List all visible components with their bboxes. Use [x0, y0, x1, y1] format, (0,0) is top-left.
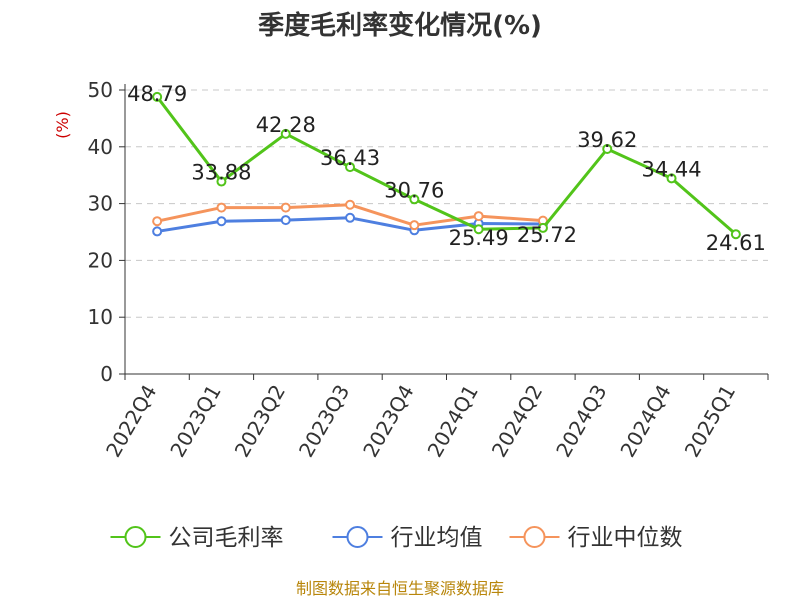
- data-label: 42.28: [256, 113, 316, 137]
- data-point-0: [216, 176, 227, 187]
- legend-marker-2: [523, 526, 546, 548]
- grid-layer: [125, 89, 768, 318]
- series-layer: [152, 91, 741, 240]
- data-point-1: [216, 216, 227, 227]
- x-tick-label: 2023Q1: [165, 381, 225, 462]
- data-point-0: [152, 91, 163, 102]
- legend-label-2: 行业中位数: [568, 525, 683, 551]
- x-tick-label: 2025Q1: [680, 381, 740, 462]
- data-label: 24.61: [706, 231, 766, 255]
- data-point-1: [152, 226, 163, 237]
- data-point-2: [409, 220, 420, 231]
- data-point-2: [280, 202, 291, 213]
- x-tick-label: 2023Q2: [230, 381, 290, 462]
- data-point-2: [152, 216, 163, 227]
- y-tick-label: 30: [88, 192, 113, 216]
- data-point-1: [280, 215, 291, 226]
- y-axis-label: (%): [53, 111, 72, 139]
- data-label: 48.79: [127, 82, 187, 106]
- data-point-0: [602, 143, 613, 154]
- data-label: 33.88: [191, 161, 251, 185]
- series-line-0: [155, 95, 737, 236]
- data-point-0: [730, 229, 741, 240]
- x-tick-label: 2023Q4: [358, 381, 418, 462]
- legend-marker-0: [124, 526, 147, 548]
- data-point-0: [473, 224, 484, 235]
- x-tick-label: 2024Q3: [551, 381, 611, 462]
- legend-label-1: 行业均值: [391, 525, 483, 551]
- data-point-2: [345, 199, 356, 210]
- data-label: 30.76: [384, 178, 444, 202]
- x-tick-label: 2024Q1: [423, 381, 483, 462]
- x-tick-label: 2024Q2: [487, 381, 547, 462]
- data-point-2: [473, 211, 484, 222]
- data-label: 25.72: [517, 223, 577, 247]
- data-point-0: [280, 128, 291, 139]
- data-label: 36.43: [320, 146, 380, 170]
- chart-title: 季度毛利率变化情况(%): [258, 10, 542, 41]
- legend: 公司毛利率 行业均值 行业中位数: [110, 525, 683, 551]
- axis-layer: 0 10 20 30 40 50 2022Q4 2023Q1 2023Q2 2023Q3 2023Q…: [88, 78, 769, 462]
- data-label: 25.49: [449, 226, 509, 250]
- source-note: 制图数据来自恒生聚源数据库: [296, 579, 504, 598]
- x-tick-label: 2023Q3: [294, 381, 354, 462]
- legend-marker-1: [346, 526, 369, 548]
- x-tick-label: 2024Q4: [615, 381, 675, 462]
- data-point-2: [216, 202, 227, 213]
- legend-label-0: 公司毛利率: [169, 525, 284, 551]
- data-point-0: [345, 162, 356, 173]
- y-tick-label: 40: [88, 135, 113, 159]
- data-point-0: [409, 194, 420, 205]
- data-label: 39.62: [577, 128, 637, 152]
- data-point-0: [666, 173, 677, 184]
- y-tick-label: 10: [88, 305, 113, 329]
- data-label: 34.44: [641, 157, 701, 181]
- data-point-1: [345, 212, 356, 223]
- y-tick-label: 50: [88, 78, 113, 102]
- y-tick-label: 0: [100, 362, 113, 386]
- x-tick-label: 2022Q4: [101, 381, 161, 462]
- data-point-0: [537, 222, 548, 233]
- y-tick-label: 20: [88, 248, 113, 272]
